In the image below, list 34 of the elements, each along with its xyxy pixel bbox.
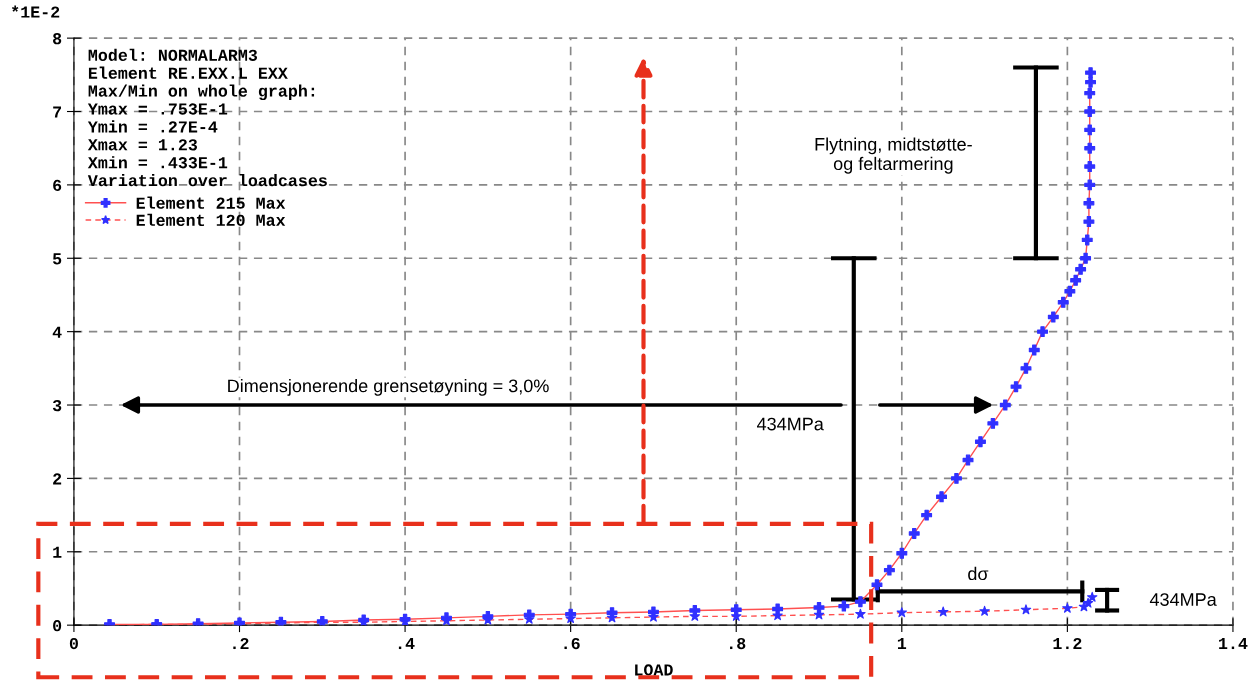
annotation: Dimensjonerende grensetøyning = 3,0% [228,379,549,396]
x-tick-label: 1.2 [1053,637,1082,650]
y-axis-title: *1E-2 [11,5,60,18]
x-tick-label: 1.4 [1219,638,1248,650]
y-tick-label: 4 [52,326,62,338]
x-tick-label: .4 [398,638,415,650]
y-tick-label: 3 [52,399,62,412]
y-tick-label: 7 [53,106,62,118]
annotation: 434MPa [757,417,824,431]
annotation: Ymin = .27E-4 [87,120,218,133]
annotation: Element RE.EXX.L EXX [88,66,288,79]
x-tick-label: 0 [69,637,78,650]
legend-label: Element 215 Max [136,196,286,209]
x-tick-label: .6 [564,637,580,650]
y-tick-label: 5 [52,253,62,265]
y-tick-label: 1 [53,546,62,558]
y-tick-label: 6 [53,179,62,192]
legend-label: Element 120 Max [136,213,286,226]
y-tick-label: 2 [53,473,62,485]
annotation: dσ [968,566,989,581]
annotation: 434MPa [1149,593,1217,606]
annotation: Max/Min on whole graph: [88,84,315,101]
annotation: Xmax = 1.23 [87,139,198,151]
x-axis-title: LOAD [635,664,673,676]
x-tick-label: .2 [233,637,249,650]
x-tick-label: 1 [897,638,907,650]
y-tick-label: 0 [53,620,62,632]
annotation: Variation over loadcases [87,174,327,187]
annotation: Xmin = .433E-1 [87,156,228,169]
y-tick-label: 8 [53,33,62,45]
annotation: Model: NORMALARM3 [88,48,258,61]
annotation: Ymax = .753E-1 [87,103,228,115]
x-tick-label: .8 [730,637,746,650]
annotation: Flytning, midtstøtte- og feltarmering [815,137,972,174]
